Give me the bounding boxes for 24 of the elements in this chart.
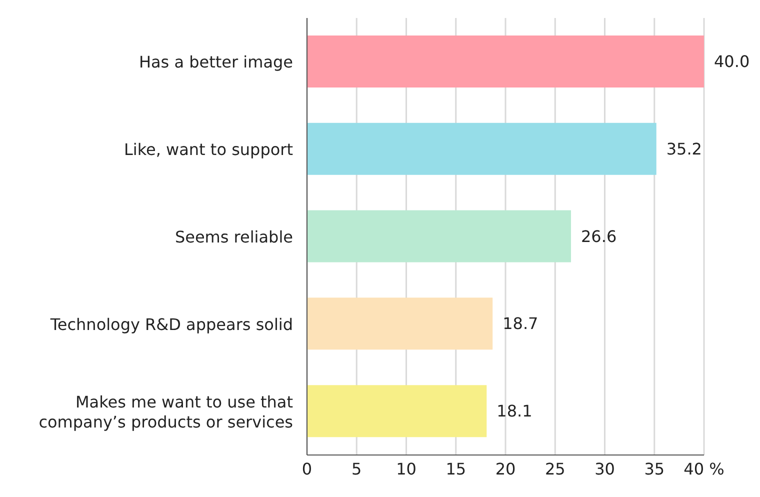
x-tick-label: 40 % xyxy=(684,459,724,478)
y-tick-label: Like, want to support xyxy=(124,140,293,159)
x-tick-label: 10 xyxy=(396,459,416,478)
bar xyxy=(307,210,572,262)
bar xyxy=(307,298,493,350)
x-tick-label: 20 xyxy=(495,459,516,478)
data-label: 35.2 xyxy=(666,139,702,158)
data-label: 40.0 xyxy=(714,52,750,71)
x-tick-label: 0 xyxy=(302,459,312,478)
x-tick-label: 35 xyxy=(644,459,665,478)
y-tick-label: Makes me want to use that company’s products or services xyxy=(38,392,293,431)
x-tick-label: 30 xyxy=(594,459,615,478)
bar xyxy=(307,35,704,88)
x-tick-label: 25 xyxy=(544,459,566,478)
bar xyxy=(307,385,487,438)
x-tick-label: 5 xyxy=(352,459,362,478)
y-tick-label: Technology R&D appears solid xyxy=(49,314,293,334)
x-tick-label: 15 xyxy=(446,459,466,478)
data-label: 26.6 xyxy=(581,226,617,246)
data-label: 18.7 xyxy=(502,314,538,334)
data-label: 18.1 xyxy=(496,402,532,421)
y-tick-label: Has a better image xyxy=(138,52,293,72)
bar xyxy=(307,122,656,175)
y-tick-label: Seems reliable xyxy=(174,227,293,246)
